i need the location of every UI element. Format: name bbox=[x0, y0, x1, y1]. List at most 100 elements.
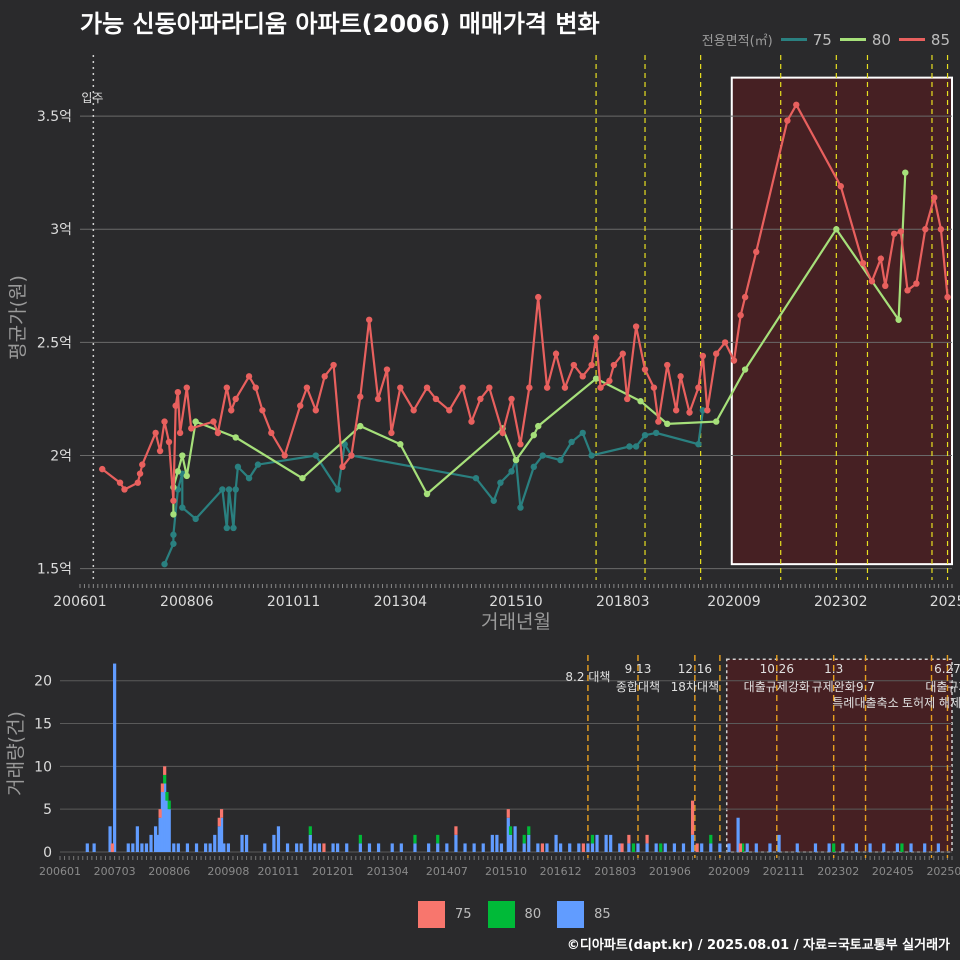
price-point-85 bbox=[161, 418, 168, 425]
price-point-80 bbox=[530, 431, 537, 439]
price-point-85 bbox=[913, 280, 920, 287]
volume-bar-80 bbox=[527, 826, 531, 835]
volume-bar-85 bbox=[92, 843, 96, 852]
price-point-85 bbox=[176, 429, 184, 437]
price-point-85 bbox=[721, 339, 729, 346]
price-point-80 bbox=[397, 441, 404, 448]
price-point-75 bbox=[557, 456, 564, 464]
price-point-75 bbox=[626, 443, 633, 450]
price-point-85 bbox=[252, 384, 259, 391]
price-point-85 bbox=[116, 479, 124, 486]
policy-label-date: 1.3 bbox=[824, 662, 843, 676]
price-point-85 bbox=[297, 402, 304, 409]
price-point-75 bbox=[588, 452, 595, 459]
x-tick-label: 201011 bbox=[267, 594, 320, 610]
volume-bar-80 bbox=[413, 834, 417, 844]
volume-bar-85 bbox=[276, 826, 281, 852]
volume-bar-85 bbox=[85, 843, 89, 852]
price-point-85 bbox=[348, 452, 355, 459]
legend-top: 전용면적(㎡) 75 80 85 bbox=[702, 30, 950, 50]
volume-bar-85 bbox=[149, 834, 153, 852]
price-point-85 bbox=[592, 334, 600, 342]
price-point-75 bbox=[508, 468, 515, 475]
price-point-75 bbox=[490, 497, 497, 504]
price-point-80 bbox=[174, 468, 182, 475]
x-tick-label: 200806 bbox=[160, 594, 214, 610]
volume-highlight-box bbox=[725, 658, 953, 853]
price-point-85 bbox=[312, 407, 319, 414]
volume-bar-80 bbox=[709, 834, 713, 844]
price-point-85 bbox=[686, 409, 693, 416]
price-point-75 bbox=[334, 486, 342, 493]
volume-bar-85 bbox=[158, 817, 162, 852]
volume-bar-80 bbox=[163, 774, 167, 784]
volume-bar-85 bbox=[222, 843, 226, 852]
volume-bar-85 bbox=[895, 843, 899, 852]
volume-bar-85 bbox=[481, 843, 485, 852]
policy-label-name: 규제완화 bbox=[812, 680, 856, 694]
price-point-85 bbox=[610, 361, 618, 369]
price-point-85 bbox=[868, 278, 876, 285]
x-tick-label: 201510 bbox=[489, 594, 542, 610]
policy-label-name: 대출규제 bbox=[925, 680, 960, 694]
price-point-75 bbox=[223, 524, 231, 532]
volume-bar-80 bbox=[436, 834, 440, 844]
vol-x-tick-label: 201304 bbox=[367, 865, 409, 878]
price-point-80 bbox=[664, 420, 671, 428]
price-point-85 bbox=[704, 407, 711, 414]
price-point-85 bbox=[410, 407, 417, 414]
volume-bar-85 bbox=[727, 843, 731, 852]
price-point-85 bbox=[931, 194, 938, 201]
volume-bar-85 bbox=[513, 826, 517, 852]
price-point-85 bbox=[374, 395, 382, 403]
volume-bar-85 bbox=[399, 843, 403, 852]
price-line-85 bbox=[101, 102, 949, 501]
vol-x-tick-label: 202405 bbox=[872, 865, 914, 878]
price-point-85 bbox=[259, 407, 266, 414]
volume-bar-85 bbox=[745, 843, 749, 852]
vol-x-tick-label: 201906 bbox=[649, 865, 691, 878]
volume-bar-85 bbox=[140, 843, 144, 852]
price-point-85 bbox=[99, 465, 106, 473]
volume-bar-75 bbox=[110, 843, 114, 852]
price-point-80 bbox=[192, 418, 199, 425]
volume-bar-85 bbox=[536, 843, 540, 852]
price-point-75 bbox=[632, 443, 640, 450]
volume-bar-85 bbox=[586, 843, 590, 852]
price-point-85 bbox=[543, 384, 551, 391]
price-point-85 bbox=[134, 479, 142, 486]
vol-x-tick-label: 201803 bbox=[594, 865, 636, 878]
x-axis-label: 거래년월 bbox=[481, 611, 551, 633]
vol-x-tick-label: 200601 bbox=[39, 865, 81, 878]
legend-swatch-80 bbox=[839, 38, 866, 41]
price-point-75 bbox=[472, 474, 480, 482]
volume-bar-85 bbox=[331, 843, 335, 852]
y-tick-label: 1.5억 bbox=[37, 562, 72, 578]
volume-bar-85 bbox=[754, 843, 758, 852]
volume-bar-85 bbox=[568, 843, 572, 852]
price-point-85 bbox=[632, 323, 640, 330]
price-point-85 bbox=[526, 384, 533, 391]
volume-bar-75 bbox=[454, 826, 458, 835]
price-point-80 bbox=[741, 366, 749, 373]
y-tick-label: 2.5억 bbox=[37, 335, 72, 351]
price-point-85 bbox=[944, 293, 951, 301]
volume-bar-85 bbox=[185, 843, 190, 852]
volume-bar-80 bbox=[659, 843, 663, 852]
volume-bar-80 bbox=[167, 800, 171, 810]
policy-label-date: 6.27 bbox=[934, 662, 960, 676]
price-point-85 bbox=[882, 282, 889, 290]
volume-bar-85 bbox=[219, 817, 224, 852]
volume-bar-85 bbox=[427, 843, 431, 852]
x-tick-label: 201803 bbox=[596, 594, 649, 610]
price-point-85 bbox=[321, 373, 328, 380]
price-point-85 bbox=[232, 395, 239, 403]
volume-bar-85 bbox=[367, 843, 372, 852]
price-point-85 bbox=[561, 384, 569, 391]
price-point-80 bbox=[592, 375, 600, 382]
policy-label-date: 10.26 bbox=[760, 662, 794, 676]
volume-bar-85 bbox=[854, 843, 859, 852]
vol-x-tick-label: 200908 bbox=[207, 865, 249, 878]
price-point-85 bbox=[597, 384, 604, 391]
